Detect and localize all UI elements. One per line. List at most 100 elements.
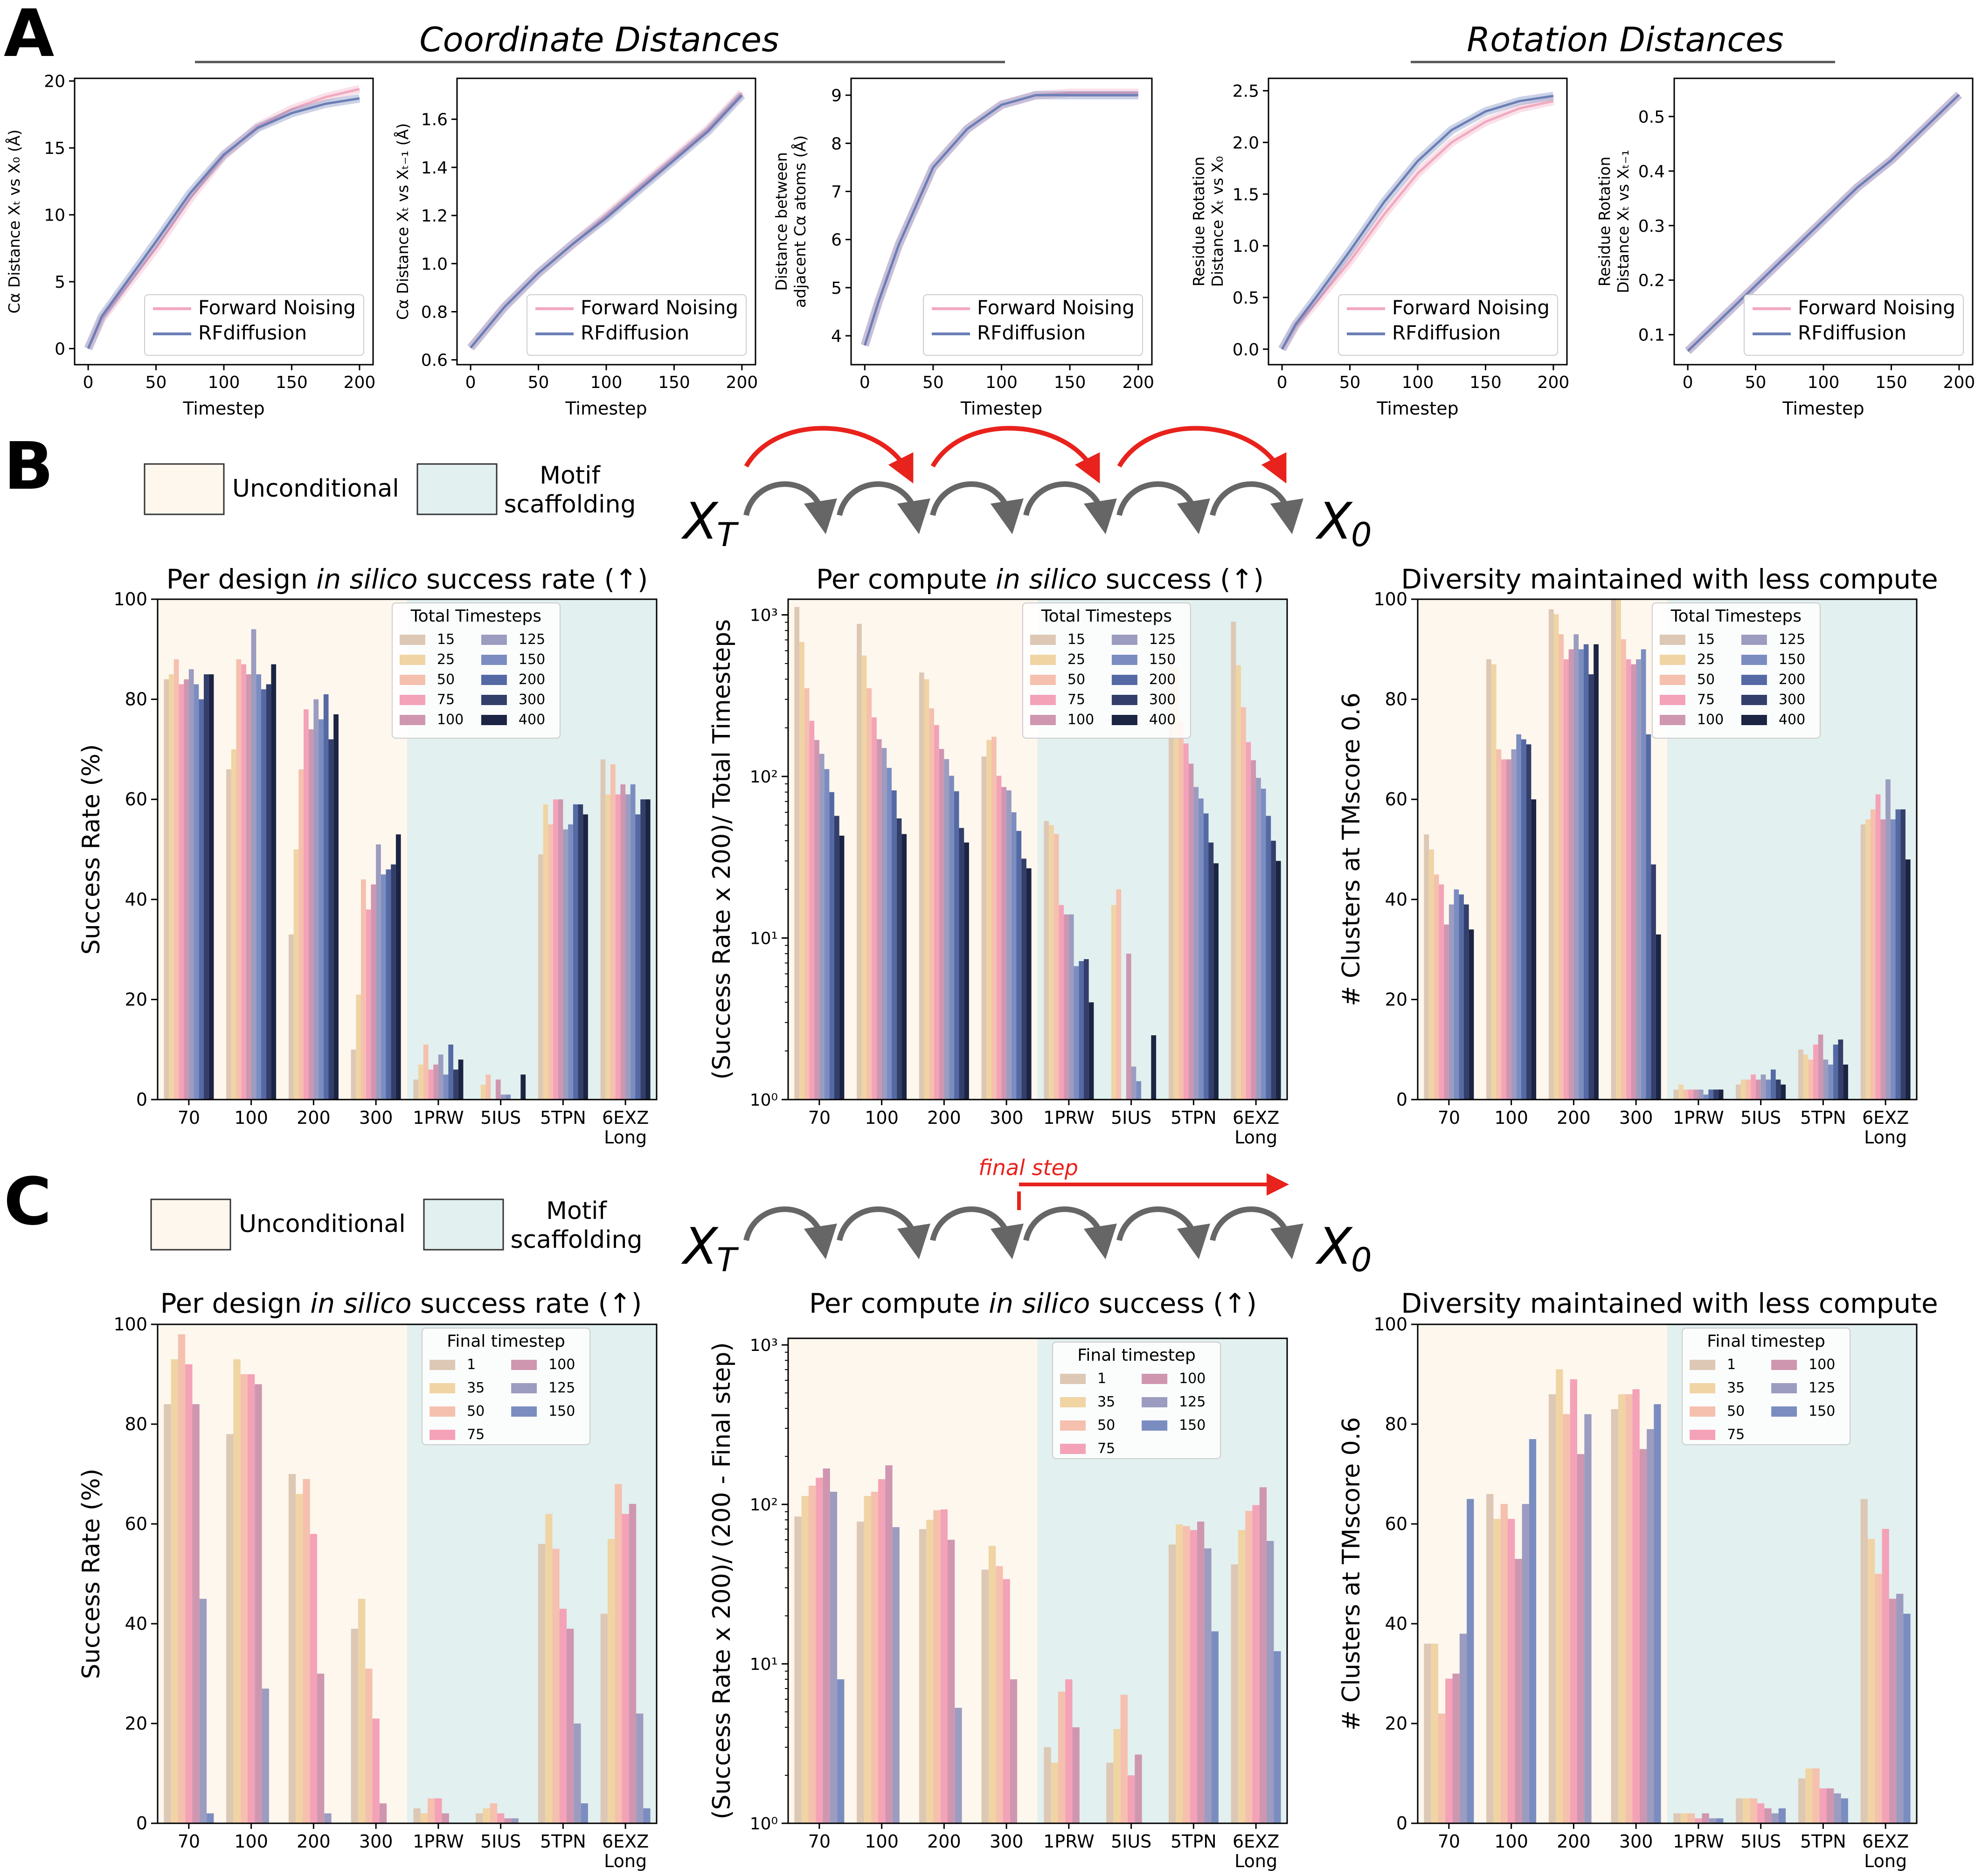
x-tick-label: 1PRW — [1673, 1831, 1724, 1852]
y-tick-label: 1.6 — [421, 111, 448, 130]
bar — [262, 1689, 269, 1823]
bar — [442, 1813, 449, 1823]
legend-swatch — [511, 1406, 537, 1417]
bar — [1011, 812, 1017, 1100]
legend-label: 100 — [548, 1357, 575, 1373]
legend-swatch — [511, 1360, 537, 1370]
bar — [871, 1492, 878, 1823]
bar — [1044, 821, 1049, 1100]
x-end-symbol-subscript: 0 — [1351, 1241, 1372, 1279]
legend-label: 200 — [1149, 671, 1176, 688]
bar — [1486, 659, 1491, 1100]
x-tick-label: 100 — [1402, 373, 1434, 392]
legend-label: 25 — [1067, 651, 1085, 668]
y-tick-label: 100 — [1373, 589, 1407, 609]
x-tick-label: 200 — [726, 373, 758, 392]
x-tick-label: Long — [1864, 1127, 1907, 1148]
bar — [1135, 1754, 1142, 1823]
bar — [313, 699, 319, 1100]
unconditional-swatch — [144, 463, 225, 515]
legend-label: 150 — [1179, 1417, 1206, 1433]
bar — [1647, 1429, 1654, 1823]
legend-box — [422, 1328, 591, 1445]
bar — [640, 799, 645, 1100]
grey-step-arrow — [1210, 481, 1303, 534]
bar — [1651, 864, 1656, 1100]
bar — [919, 1529, 927, 1823]
legend-swatch — [399, 715, 425, 725]
legend-swatch — [1771, 1383, 1797, 1393]
x-tick-label: 50 — [146, 373, 167, 392]
bar — [427, 1798, 435, 1823]
legend-label: 50 — [1727, 1403, 1745, 1419]
bar — [799, 642, 804, 1100]
x-tick-label: 6EXZ — [602, 1108, 649, 1128]
bar — [1746, 1080, 1751, 1100]
bar — [1760, 1074, 1766, 1100]
legend-label: 125 — [548, 1380, 575, 1396]
bar — [801, 1496, 809, 1823]
x-tick-label: 6EXZ — [1233, 1831, 1279, 1852]
bar — [1516, 734, 1521, 1100]
y-axis-label: (Success Rate x 200)/ (200 - Final step) — [708, 1342, 736, 1819]
bar — [372, 1718, 380, 1823]
bar — [1654, 1404, 1661, 1823]
y-axis-label: Success Rate (%) — [77, 744, 105, 955]
bar — [887, 768, 892, 1100]
bar — [630, 784, 636, 1100]
bar — [1841, 1798, 1848, 1823]
x-tick-label: 200 — [927, 1831, 961, 1852]
y-tick-label: 100 — [113, 589, 147, 609]
bar — [1584, 1414, 1592, 1823]
bar — [600, 759, 606, 1100]
legend-swatch — [1142, 1374, 1168, 1384]
plot-frame — [1417, 598, 1918, 1101]
bar — [1238, 1530, 1246, 1823]
bar — [1588, 674, 1594, 1100]
bar — [635, 814, 641, 1100]
legend-label: Forward Noising — [1392, 296, 1550, 319]
bar — [948, 1540, 955, 1823]
bar — [1136, 1081, 1141, 1100]
motif-label: Motif — [546, 1197, 608, 1225]
bar — [448, 1045, 453, 1100]
bar — [1556, 1369, 1563, 1823]
x-tick-label: 0 — [1277, 373, 1288, 392]
bar — [511, 1818, 519, 1823]
legend-label: 75 — [467, 1426, 485, 1443]
x-tick-label: 0 — [83, 373, 94, 392]
x-tick-label: 300 — [1619, 1108, 1653, 1128]
bar — [1491, 664, 1497, 1100]
bar — [251, 629, 256, 1100]
grey-step-arrow — [930, 1206, 1024, 1260]
bar — [1693, 1089, 1698, 1100]
bar — [625, 794, 631, 1100]
unconditional-label: Unconditional — [239, 1210, 406, 1238]
legend-label: 125 — [519, 631, 545, 648]
unconditional-label: Unconditional — [232, 475, 399, 503]
red-skip-arrow — [930, 426, 1100, 484]
x-tick-label: 5IUS — [1740, 1831, 1781, 1852]
bar — [1764, 1808, 1772, 1823]
bar — [944, 759, 949, 1100]
y-tick-label: 1.0 — [1233, 237, 1259, 256]
line-chart-A4: 0 50 100 150 200 0.0 0.5 1.0 1.5 2.0 2.5 Timestep Re… — [1190, 77, 1569, 419]
bar — [1464, 904, 1469, 1100]
bar — [829, 792, 834, 1100]
bar — [1875, 794, 1881, 1100]
bar — [949, 775, 954, 1100]
bar — [1203, 813, 1209, 1100]
bar — [1246, 742, 1251, 1100]
x-tick-label: 200 — [1122, 373, 1154, 392]
legend-swatch — [1690, 1383, 1716, 1393]
y-tick-label: 4 — [831, 327, 842, 346]
bar — [1424, 1643, 1431, 1823]
bar — [1867, 1539, 1875, 1823]
bar — [366, 909, 371, 1100]
bar — [453, 1069, 458, 1100]
bar — [1275, 861, 1281, 1100]
bar — [615, 1484, 622, 1823]
y-tick-label: 80 — [1385, 1414, 1407, 1434]
bar — [1116, 889, 1122, 1100]
bar — [476, 1813, 483, 1823]
